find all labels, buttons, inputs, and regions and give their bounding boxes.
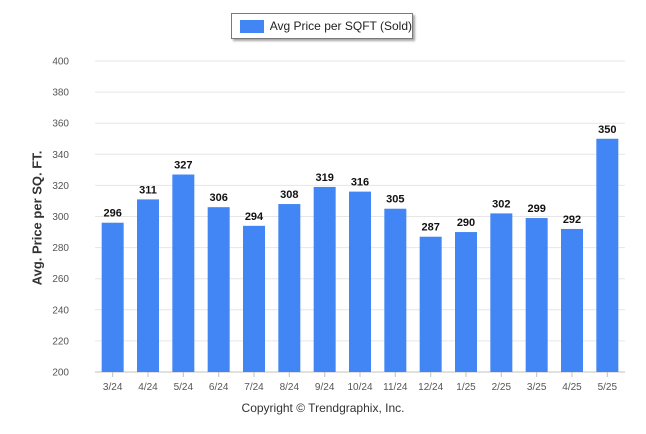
- data-label: 299: [527, 203, 545, 215]
- bar: [101, 222, 124, 372]
- data-label: 327: [174, 160, 192, 172]
- y-tick-label: 360: [52, 119, 69, 130]
- bar: [278, 204, 301, 372]
- data-label: 306: [209, 192, 227, 204]
- x-tick-label: 10/24: [347, 382, 372, 393]
- copyright-footer: Copyright © Trendgraphix, Inc.: [241, 401, 405, 415]
- data-label: 292: [563, 214, 581, 226]
- y-tick-label: 200: [52, 368, 69, 379]
- bar: [561, 228, 583, 372]
- x-tick-label: 8/24: [280, 382, 300, 393]
- x-tick-label: 12/24: [418, 382, 443, 393]
- bar: [384, 208, 407, 372]
- bar: [455, 232, 477, 372]
- data-label: 308: [280, 189, 298, 201]
- x-tick-label: 1/25: [456, 382, 476, 393]
- bar: [419, 236, 442, 372]
- data-label: 311: [139, 184, 157, 196]
- data-label: 294: [245, 211, 264, 223]
- bar: [243, 225, 265, 372]
- x-tick-label: 9/24: [315, 382, 335, 393]
- data-label: 316: [351, 177, 369, 189]
- data-label: 319: [315, 172, 333, 184]
- bar: [490, 213, 513, 372]
- legend-swatch: [240, 19, 264, 33]
- x-tick-label: 5/25: [598, 382, 618, 393]
- data-label: 305: [386, 194, 404, 206]
- y-axis-label: Avg. Price per SQ. FT.: [29, 150, 45, 286]
- bar: [525, 218, 548, 372]
- legend-label: Avg Price per SQFT (Sold): [269, 19, 412, 33]
- bar: [137, 199, 159, 372]
- bar: [172, 174, 195, 372]
- x-tick-label: 5/24: [174, 382, 194, 393]
- bar: [349, 191, 371, 372]
- y-tick-label: 300: [52, 212, 69, 223]
- x-tick-label: 3/24: [103, 382, 123, 393]
- x-tick-label: 6/24: [209, 382, 229, 393]
- y-tick-label: 220: [52, 336, 69, 347]
- y-tick-label: 380: [52, 88, 69, 99]
- y-tick-label: 280: [52, 243, 69, 254]
- x-tick-label: 2/25: [492, 382, 512, 393]
- data-label: 302: [492, 198, 510, 210]
- y-tick-label: 340: [52, 150, 69, 161]
- data-label: 350: [598, 124, 616, 136]
- legend: Avg Price per SQFT (Sold): [231, 13, 413, 39]
- y-tick-label: 400: [52, 57, 69, 68]
- data-label: 290: [457, 217, 475, 229]
- y-tick-label: 320: [52, 181, 69, 192]
- data-label: 296: [103, 208, 121, 220]
- x-tick-label: 4/25: [562, 382, 582, 393]
- x-tick-label: 3/25: [527, 382, 547, 393]
- x-tick-label: 4/24: [138, 382, 158, 393]
- bar: [313, 186, 336, 372]
- y-tick-label: 260: [52, 274, 69, 285]
- x-tick-label: 7/24: [244, 382, 264, 393]
- x-tick-label: 11/24: [383, 382, 408, 393]
- data-label: 287: [421, 222, 439, 234]
- y-tick-label: 240: [52, 305, 69, 316]
- bar: [596, 138, 619, 372]
- bar: [207, 207, 230, 372]
